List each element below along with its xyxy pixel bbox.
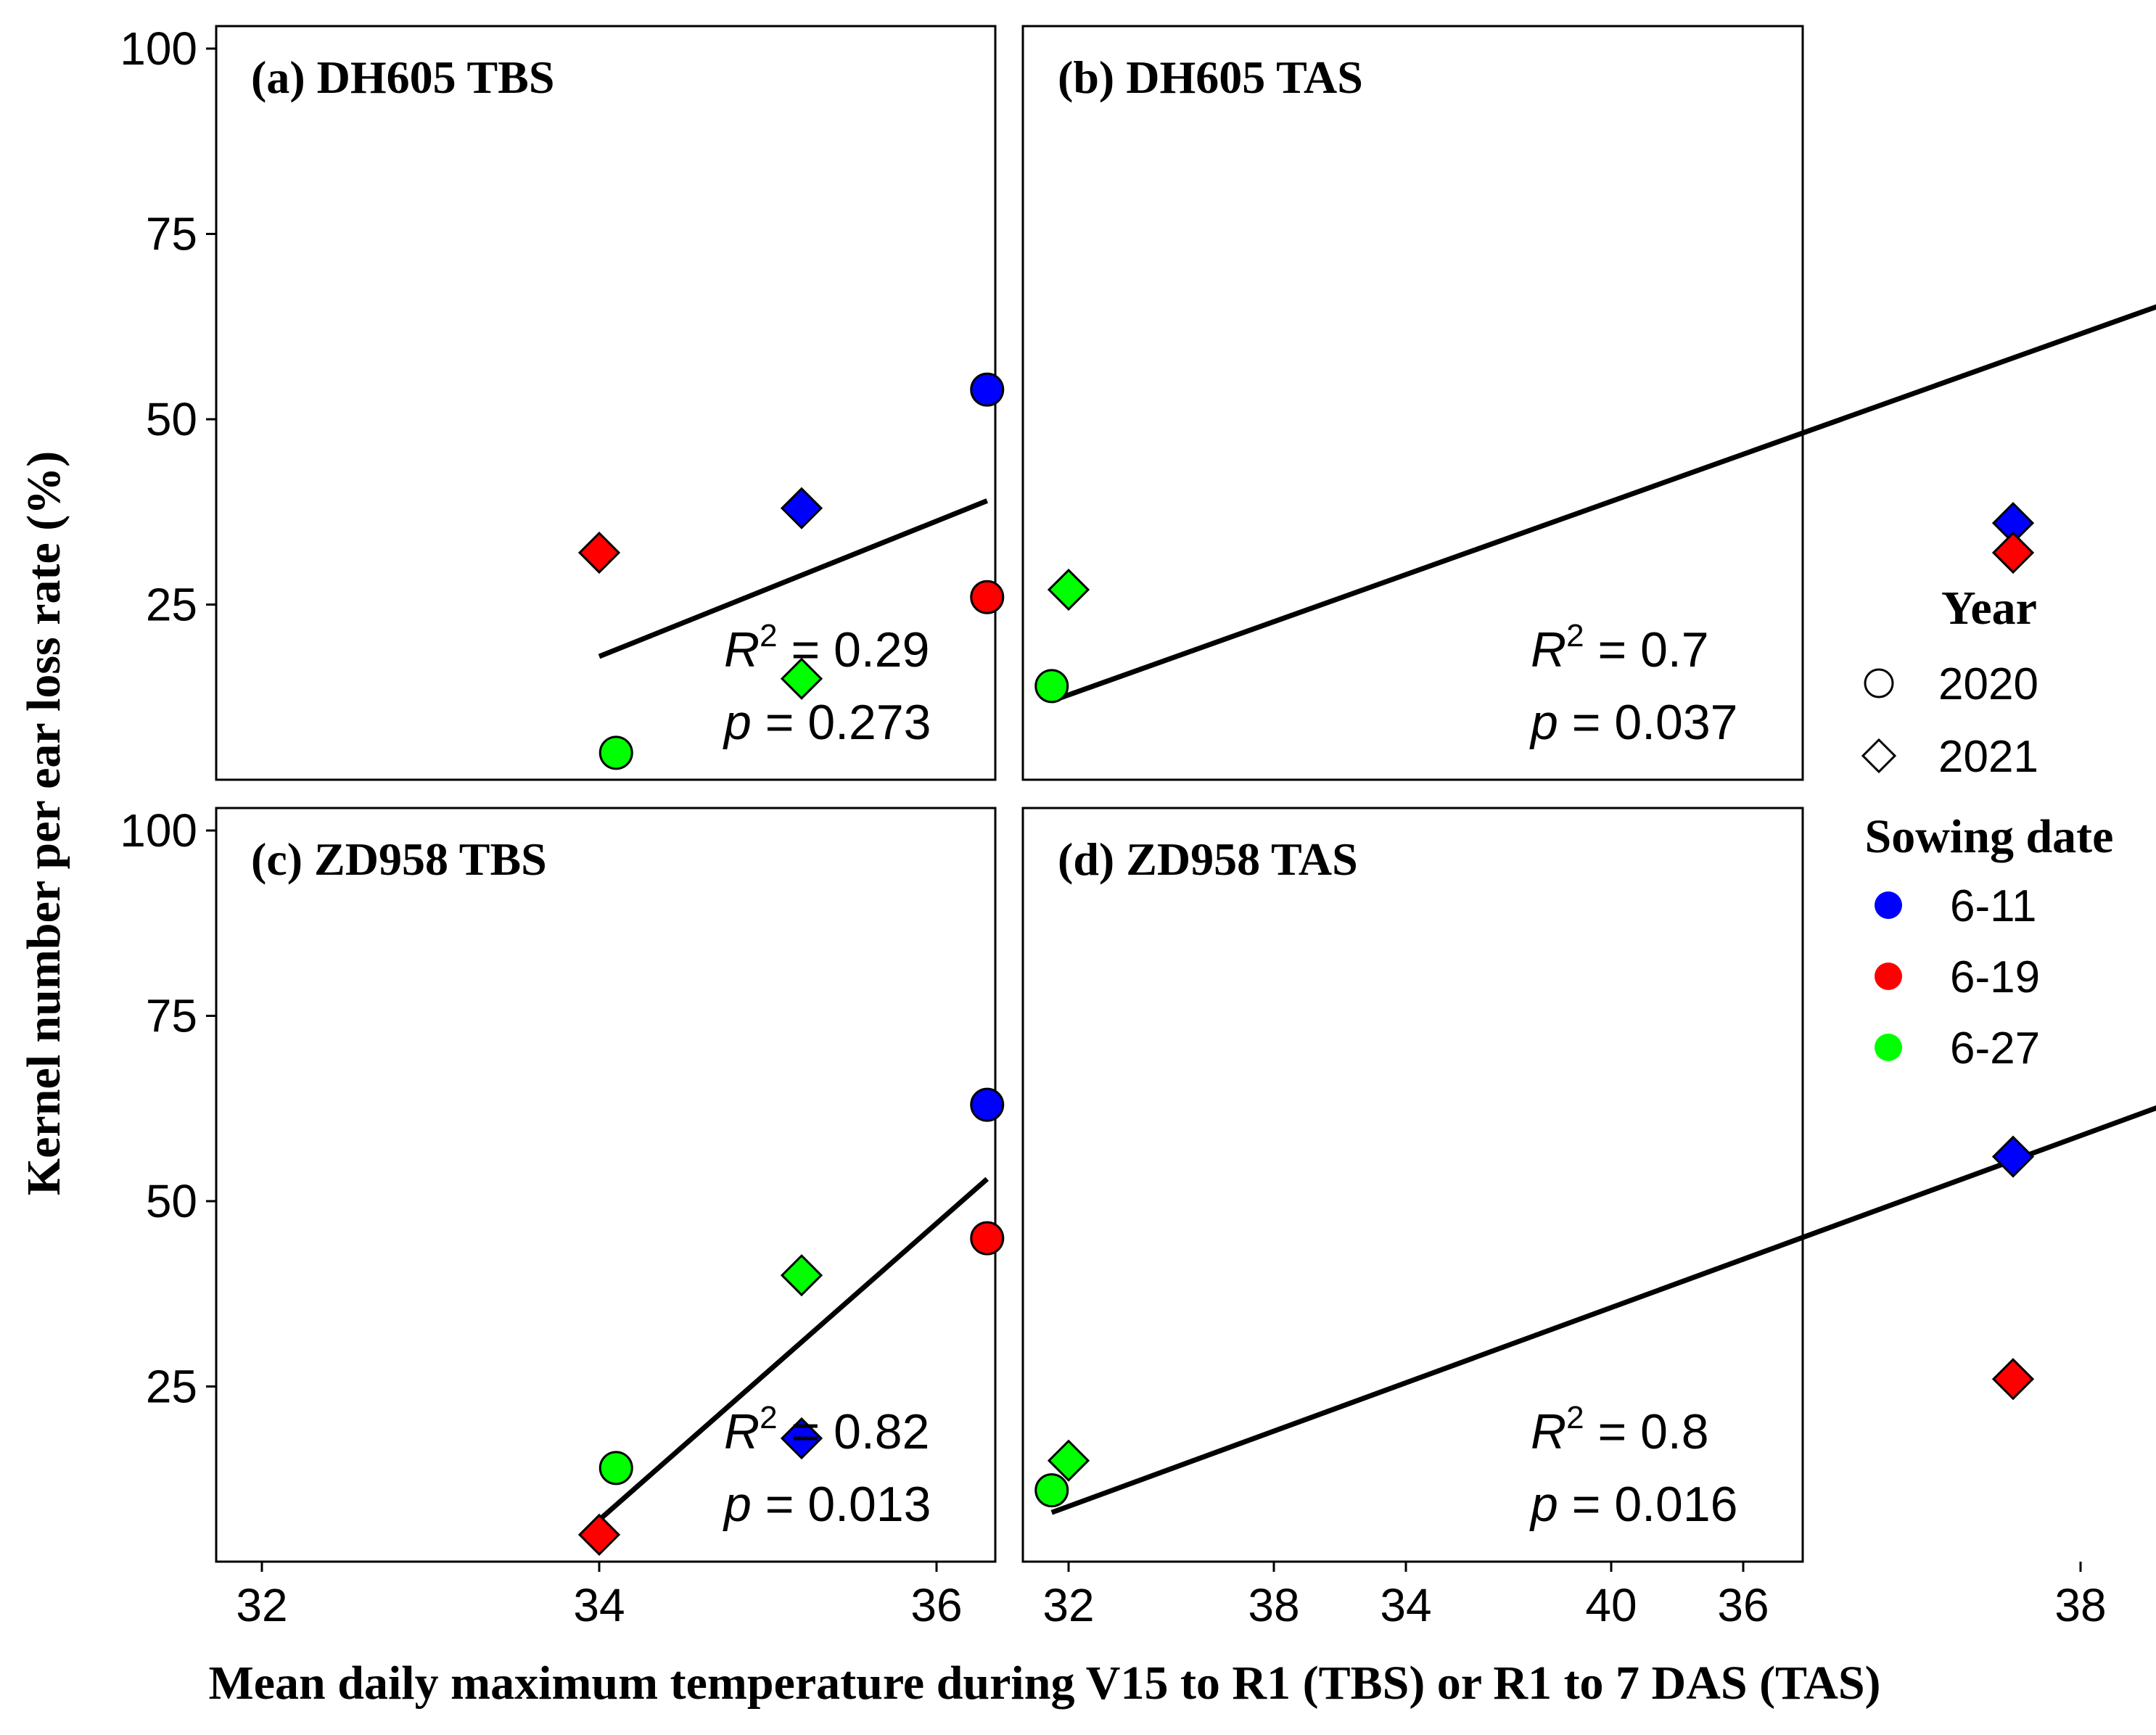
y-axis-title: Kernel number per ear loss rate (%) <box>17 451 70 1195</box>
panel-frame <box>1021 25 1804 781</box>
p-value-label: p = 0.273 <box>723 695 931 750</box>
panel-title: (c) ZD958 TBS <box>251 833 547 885</box>
point-2020-6-27 <box>1034 1473 1069 1508</box>
y-tick-label: 75 <box>146 208 197 260</box>
panel-frame <box>215 807 997 1563</box>
x-axis-title: Mean daily maximum temperature during V1… <box>208 1657 1880 1710</box>
legend-sowing-label: 6-19 <box>1950 952 2040 1002</box>
regression-line <box>1050 304 2156 704</box>
panel-title: (a) DH605 TBS <box>251 51 554 103</box>
x-tick-label: 36 <box>910 1579 962 1631</box>
panels: 25 50 75 100 (a) DH605 TBS R2 = 0.29 p = 0.273… <box>120 22 2156 1631</box>
legend-sowing-swatch <box>1875 963 1902 990</box>
point-2021-6-27 <box>1047 568 1090 611</box>
legend-sowing-label: 6-11 <box>1950 881 2037 931</box>
x-tick-label: 40 <box>1585 1579 1637 1631</box>
point-2020-6-19 <box>970 1221 1005 1256</box>
x-tick-label: 36 <box>1717 1579 1769 1631</box>
r-squared-label: R2 = 0.29 <box>724 618 929 677</box>
p-value-label: p = 0.013 <box>723 1477 931 1532</box>
x-tick-label: 32 <box>236 1579 287 1631</box>
x-tick-label: 34 <box>573 1579 625 1631</box>
panel-a: 25 50 75 100 (a) DH605 TBS R2 = 0.29 p = 0.273 <box>120 22 1005 781</box>
point-2021-6-19 <box>577 531 621 574</box>
point-2020-6-27 <box>598 735 633 770</box>
legend-diamond-symbol <box>1861 738 1897 774</box>
y-tick-label: 100 <box>120 804 197 857</box>
legend-sowing-label: 6-27 <box>1950 1023 2040 1073</box>
legend-years: 2020 2021 <box>1861 659 2038 782</box>
legend-sowing-title: Sowing date <box>1865 810 2114 863</box>
legend-circle-symbol <box>1864 668 1894 698</box>
point-2021-6-27 <box>780 657 823 700</box>
legend-sowing-swatch <box>1875 891 1902 919</box>
p-value-label: p = 0.016 <box>1529 1477 1738 1532</box>
point-2020-6-27 <box>1034 669 1069 704</box>
r-squared-label: R2 = 0.8 <box>1531 1400 1709 1459</box>
y-tick-label: 50 <box>146 393 197 445</box>
panel-frame <box>1021 807 1804 1563</box>
x-tick-label: 38 <box>2054 1579 2106 1631</box>
regression-line <box>598 498 989 659</box>
regression-line <box>597 1176 989 1522</box>
p-value-label: p = 0.037 <box>1529 695 1738 750</box>
legend-year-label: 2021 <box>1938 732 2038 782</box>
point-2021-6-19 <box>1991 531 2035 574</box>
legend-sowing: 6-11 6-19 6-27 <box>1875 881 2040 1073</box>
y-tick-label: 100 <box>120 22 197 75</box>
x-tick-label: 32 <box>1042 1579 1094 1631</box>
point-2021-6-27 <box>1047 1439 1090 1482</box>
point-2020-6-27 <box>598 1451 633 1485</box>
y-tick-label: 25 <box>146 1361 197 1413</box>
point-2020-6-19 <box>970 580 1005 614</box>
point-2021-6-27 <box>780 1254 823 1297</box>
panel-b: (b) DH605 TAS R2 = 0.7 p = 0.037 <box>1021 25 2156 781</box>
y-tick-label: 50 <box>146 1175 197 1227</box>
x-tick-label: 38 <box>1248 1579 1299 1631</box>
regression-line <box>1050 1105 2156 1515</box>
panel-title: (d) ZD958 TAS <box>1058 833 1358 885</box>
point-2021-6-19 <box>577 1513 621 1557</box>
point-2021-6-11 <box>780 487 823 529</box>
panel-c: 25 50 75 100 32 34 36 38 40 (c) ZD958 TBS R2 = 0.8… <box>120 804 1637 1631</box>
point-2021-6-11 <box>1991 1135 2035 1178</box>
point-2021-6-19 <box>1991 1358 2035 1401</box>
legend-year-label: 2020 <box>1938 659 2038 709</box>
legend-sowing-swatch <box>1875 1034 1902 1061</box>
r-squared-label: R2 = 0.82 <box>724 1400 929 1459</box>
r-squared-label: R2 = 0.7 <box>1531 618 1709 677</box>
point-2021-6-11 <box>780 1417 823 1460</box>
y-tick-label: 75 <box>146 990 197 1042</box>
y-tick-label: 25 <box>146 579 197 631</box>
legend: Year 2020 2021 Sowing date 6-11 6-19 6-27 <box>1861 582 2114 1073</box>
point-2020-6-11 <box>970 372 1005 407</box>
legend-year-title: Year <box>1941 582 2037 635</box>
point-2020-6-11 <box>970 1087 1005 1122</box>
x-tick-label: 34 <box>1380 1579 1431 1631</box>
panel-title: (b) DH605 TAS <box>1058 51 1363 103</box>
panel-d: 32 34 36 38 40 (d) ZD958 TAS R2 = 0.8 p = 0.016 <box>1021 807 2156 1631</box>
